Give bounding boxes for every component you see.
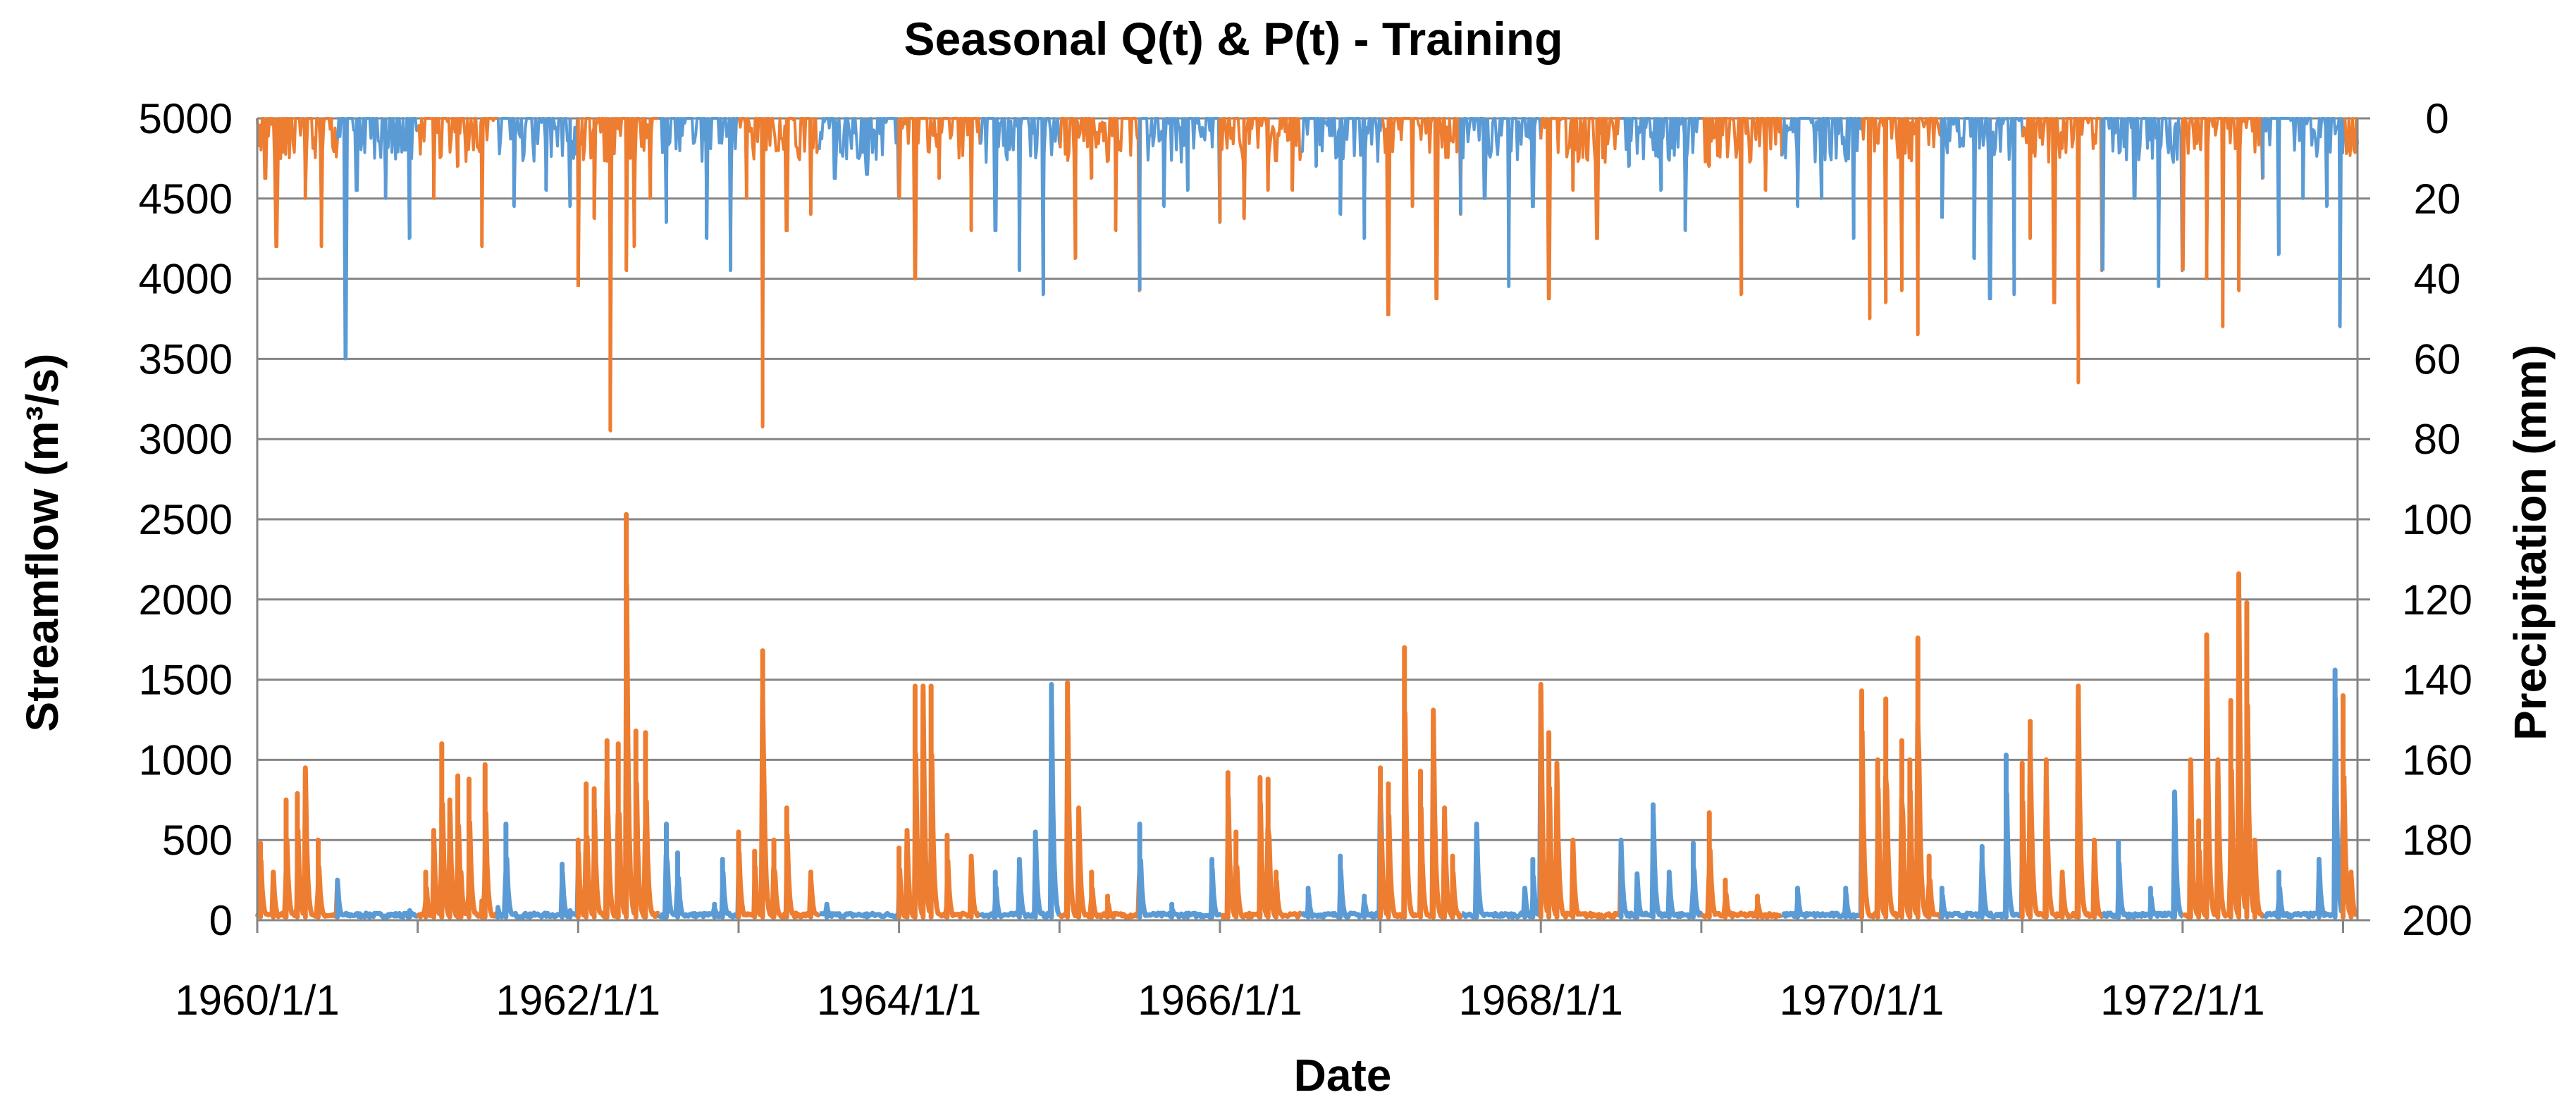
precipitation-segment: [1381, 117, 1464, 316]
precipitation-segment: [2101, 117, 2184, 288]
x-tick-label: 1968/1/1: [1458, 977, 1623, 1024]
left-axis-tick-labels: 0 500 1000 1500 2000 2500 3000 3500 4000 4500 5000: [139, 95, 233, 944]
y2-tick-label: 60: [2414, 335, 2461, 383]
y-axis-label: Streamflow (m³/s): [17, 354, 68, 732]
x-tick-label: 1970/1/1: [1780, 977, 1945, 1024]
streamflow-segment: [1618, 811, 1704, 920]
streamflow-segment: [818, 868, 902, 920]
chart-title: Seasonal Q(t) & P(t) - Training: [904, 13, 1563, 65]
precipitation-segment: [1941, 117, 2024, 301]
precipitation-segment: [577, 117, 659, 433]
precipitation-series: [256, 117, 2359, 433]
precipitation-segment: [496, 117, 580, 287]
precipitation-segment: [1140, 117, 1223, 224]
y2-tick-label: 180: [2402, 817, 2472, 864]
precipitation-segment: [2342, 117, 2359, 157]
x-tick-label: 1964/1/1: [817, 977, 982, 1024]
y-tick-label: 2000: [139, 576, 233, 624]
precipitation-segment: [256, 117, 339, 249]
axes: [256, 117, 2370, 933]
streamflow-segment: [1700, 848, 1784, 920]
x-axis-tick-labels: 1960/1/1 1962/1/1 1964/1/1 1966/1/1 1968/1/1…: [175, 977, 2264, 1024]
streamflow-segment: [1538, 690, 1624, 920]
y2-tick-label: 160: [2402, 736, 2472, 784]
precipitation-segment: [2021, 117, 2104, 385]
right-axis-tick-labels: 0 20 40 60 80 100 120 140 160 180 200: [2402, 95, 2472, 944]
y2-tick-label: 120: [2402, 576, 2472, 624]
y-tick-label: 5000: [139, 95, 233, 142]
precipitation-segment: [737, 117, 821, 429]
y-tick-label: 4000: [139, 256, 233, 303]
x-axis-label: Date: [1294, 1050, 1392, 1101]
x-tick-label: 1960/1/1: [175, 977, 340, 1024]
y-tick-label: 1000: [139, 736, 233, 784]
streamflow-segment: [1058, 702, 1143, 920]
streamflow-segment: [656, 851, 742, 920]
y-tick-label: 0: [209, 897, 233, 944]
precipitation-segment: [1219, 117, 1303, 221]
y2-tick-label: 40: [2414, 256, 2461, 303]
y2-tick-label: 80: [2414, 416, 2461, 463]
streamflow-series: [254, 512, 2359, 920]
y2-axis-label: Precipitation (mm): [2505, 345, 2556, 741]
x-tick-label: 1972/1/1: [2100, 977, 2265, 1024]
y-tick-label: 2500: [139, 496, 233, 543]
precipitation-segment: [1059, 117, 1142, 292]
precipitation-segment: [1460, 117, 1543, 288]
y-tick-label: 1500: [139, 657, 233, 704]
y-tick-label: 3000: [139, 416, 233, 463]
streamflow-segment: [335, 881, 419, 920]
y2-tick-label: 0: [2425, 95, 2448, 142]
precipitation-segment: [1539, 117, 1622, 301]
precipitation-segment: [658, 117, 739, 273]
y2-tick-label: 140: [2402, 657, 2472, 704]
y2-tick-label: 100: [2402, 496, 2472, 543]
y-tick-label: 500: [162, 817, 233, 864]
streamflow-segment: [1138, 859, 1224, 920]
y2-tick-label: 200: [2402, 897, 2472, 944]
y-tick-label: 3500: [139, 335, 233, 383]
precipitation-segment: [818, 117, 900, 200]
x-tick-label: 1966/1/1: [1138, 977, 1302, 1024]
x-tick-label: 1962/1/1: [496, 977, 661, 1024]
precipitation-segment: [335, 117, 419, 361]
y2-tick-label: 20: [2414, 175, 2461, 223]
y-tick-label: 4500: [139, 175, 233, 223]
streamflow-segment: [495, 852, 581, 920]
